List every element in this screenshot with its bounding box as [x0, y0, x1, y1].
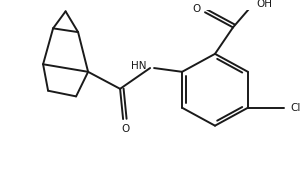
Text: O: O [193, 5, 201, 14]
Text: O: O [121, 124, 129, 133]
Text: HN: HN [131, 61, 146, 71]
Text: Cl: Cl [291, 103, 301, 113]
Text: OH: OH [256, 0, 272, 9]
